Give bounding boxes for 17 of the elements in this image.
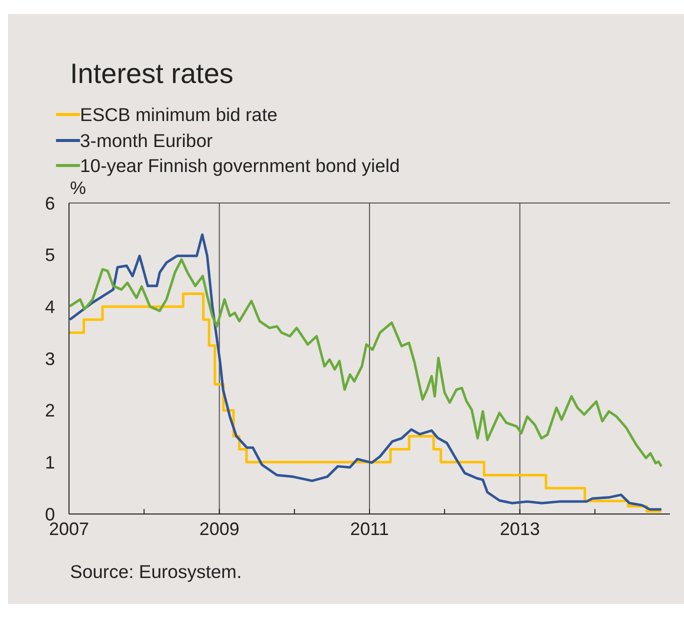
chart-title: Interest rates — [70, 58, 234, 90]
y-tick-label: 6 — [44, 193, 55, 214]
legend-label: 3-month Euribor — [80, 128, 213, 152]
y-axis-title: % — [70, 178, 86, 199]
y-tick-label: 3 — [44, 348, 55, 369]
y-tick-label: 2 — [44, 400, 55, 421]
x-tick-label: 2011 — [350, 518, 389, 539]
y-tick-label: 4 — [44, 297, 55, 318]
y-tick-label: 1 — [44, 452, 55, 473]
x-tick-label: 2013 — [500, 518, 540, 539]
x-tick-label: 2009 — [199, 518, 240, 539]
legend-label: 10-year Finnish government bond yield — [80, 154, 400, 178]
legend-label: ESCB minimum bid rate — [80, 103, 278, 127]
y-tick-label: 5 — [44, 245, 55, 266]
source-note: Source: Eurosystem. — [70, 561, 242, 583]
line-series — [69, 233, 663, 511]
line-series — [69, 258, 663, 468]
